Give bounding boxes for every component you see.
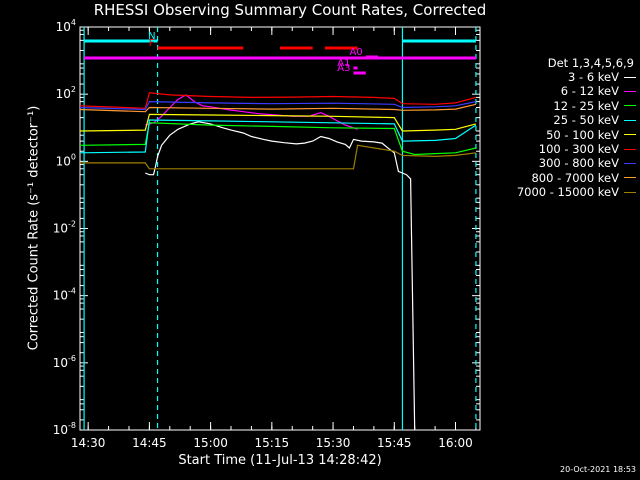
legend-label: 800 - 7000 keV — [531, 170, 619, 185]
legend-swatch — [624, 91, 636, 93]
legend-entry: 6 - 12 keV — [486, 84, 636, 98]
x-tick-label: 15:30 — [316, 436, 351, 450]
x-tick-label: 16:00 — [438, 436, 473, 450]
y-tick-label: 10-2 — [53, 220, 76, 236]
chart-title: RHESSI Observing Summary Count Rates, Co… — [93, 1, 487, 19]
legend-swatch — [624, 163, 636, 165]
legend-swatch — [624, 119, 636, 121]
state-bar-label: F — [149, 38, 155, 49]
legend-label: 25 - 50 keV — [553, 113, 619, 128]
series-line — [79, 113, 477, 132]
legend-entry: 50 - 100 keV — [486, 128, 636, 142]
y-tick-label: 10-4 — [53, 287, 76, 303]
series-line — [79, 122, 477, 156]
legend-entries: 3 - 6 keV 6 - 12 keV 12 - 25 keV 25 - 50 ke… — [486, 70, 636, 200]
y-tick-label: 102 — [56, 85, 76, 101]
legend-swatch — [624, 76, 636, 78]
state-bar-label: A1 — [337, 58, 350, 69]
series-line — [145, 121, 416, 431]
legend-entry: 25 - 50 keV — [486, 113, 636, 127]
legend-label: 300 - 800 keV — [538, 156, 619, 171]
x-tick-label: 15:45 — [377, 436, 412, 450]
x-tick-label: 15:15 — [255, 436, 290, 450]
tick-labels: 14:30 14:45 15:00 15:15 15:30 15:45 16:00 104 10… — [53, 18, 473, 450]
y-tick-label: 10-8 — [53, 421, 76, 437]
series-line — [79, 119, 477, 154]
legend-label: 50 - 100 keV — [546, 127, 619, 142]
legend-swatch — [624, 191, 636, 193]
plot-frame — [79, 26, 481, 431]
legend-label: 3 - 6 keV — [568, 70, 619, 84]
legend-entry: 3 - 6 keV — [486, 70, 636, 84]
series-line — [79, 92, 477, 109]
legend-entry: 800 - 7000 keV — [486, 171, 636, 185]
x-tick-label: 15:00 — [193, 436, 228, 450]
y-tick-label: 100 — [56, 152, 76, 168]
legend-swatch — [624, 177, 636, 179]
series-line — [79, 103, 477, 113]
legend-label: 12 - 25 keV — [553, 98, 619, 113]
series-lines — [79, 92, 477, 431]
series-line — [80, 144, 476, 170]
legend-swatch — [624, 105, 636, 107]
legend-entry: 7000 - 15000 keV — [486, 185, 636, 199]
state-bar-label: A3 — [337, 63, 350, 74]
series-line — [145, 94, 358, 130]
y-tick-label: 104 — [56, 18, 76, 34]
x-tick-label: 14:30 — [71, 436, 106, 450]
axes — [79, 26, 481, 431]
legend-swatch — [624, 148, 636, 150]
x-tick-label: 14:45 — [132, 436, 167, 450]
state-bar-label: N — [148, 31, 155, 42]
generation-date: 20-Oct-2021 18:53 — [560, 465, 636, 474]
legend-entry: 300 - 800 keV — [486, 156, 636, 170]
y-tick-label: 10-6 — [53, 354, 76, 370]
legend-label: 6 - 12 keV — [560, 84, 619, 99]
y-axis-label: Corrected Count Rate (s⁻¹ detector⁻¹) — [26, 105, 42, 351]
vertical-lines — [83, 27, 477, 430]
legend-entry: 100 - 300 keV — [486, 142, 636, 156]
legend-header: Det 1,3,4,5,6,9 — [547, 56, 634, 70]
series-line — [79, 100, 477, 111]
x-axis-label: Start Time (11-Jul-13 14:28:42) — [178, 453, 382, 468]
state-bar-label: A0 — [350, 47, 363, 58]
legend-entry: 12 - 25 keV — [486, 99, 636, 113]
legend-label: 100 - 300 keV — [538, 141, 619, 156]
legend: Det 1,3,4,5,6,9 3 - 6 keV 6 - 12 keV 12 - … — [486, 56, 636, 200]
legend-label: 7000 - 15000 keV — [516, 185, 619, 200]
legend-swatch — [624, 134, 636, 136]
